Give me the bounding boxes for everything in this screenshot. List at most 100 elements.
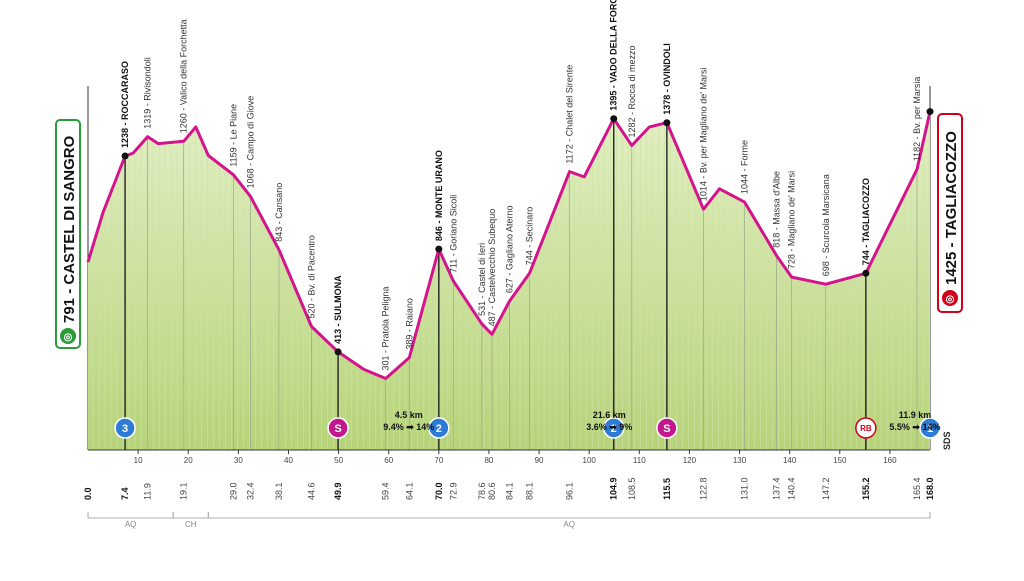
km-label: 84.1: [505, 482, 515, 500]
km-label: 70.0: [434, 482, 444, 500]
climb-marker-label: 2: [436, 423, 442, 435]
point-label: 1282 - Rocca di mezzo: [627, 45, 637, 137]
climb-marker-label: 2: [611, 423, 617, 435]
km-label: 122.8: [698, 477, 708, 500]
point-label: 1068 - Campo di Giove: [245, 96, 255, 189]
point-label: 520 - Bv. di Pacentro: [307, 235, 317, 318]
climb-marker: [428, 417, 450, 439]
point-label: 728 - Magliano de' Marsi: [787, 171, 797, 269]
sds-label: SDS: [942, 431, 952, 450]
sprint-marker: [656, 417, 678, 439]
climb-marker: [114, 417, 136, 439]
point-label: 1044 - Forme: [740, 140, 750, 194]
climb-distance: 21.6 km: [593, 410, 626, 420]
km-label: 165.4: [912, 477, 922, 500]
x-tick-label: 50: [334, 456, 343, 465]
point-label: 389 - Raiano: [404, 298, 414, 350]
km-label: 147.2: [821, 477, 831, 500]
km-label: 59.4: [381, 482, 391, 500]
x-tick-label: 160: [883, 456, 897, 465]
point-label: 1378 - OVINDOLI: [662, 43, 672, 115]
regions-layer: AQ CH AQ: [87, 512, 931, 529]
km-label: 78.6: [477, 482, 487, 500]
region-label: AQ: [563, 520, 575, 529]
start-label-text: 791 - CASTEL DI SANGRO: [61, 135, 78, 323]
drop-lines-layer: [124, 118, 918, 450]
profile-area-layer: [88, 111, 930, 450]
x-tick-label: 30: [234, 456, 243, 465]
climb-distance: 11.9 km: [899, 410, 932, 420]
summit-dot: [334, 348, 342, 356]
point-label: 1238 - ROCCARASO: [120, 61, 130, 148]
climb-marker: [919, 417, 941, 439]
finish-dot: [926, 108, 934, 116]
point-labels-layer: 1238 - ROCCARASO 1319 - Rivisondoli 1260 -…: [120, 0, 922, 371]
point-label: 301 - Pratola Peligna: [381, 286, 391, 370]
km-label: 104.9: [609, 477, 619, 500]
climb-marker-label: 1: [927, 423, 933, 435]
sprint-marker-label: S: [334, 423, 341, 435]
point-label: 413 - SULMONA: [333, 275, 343, 344]
x-tick-label: 70: [434, 456, 443, 465]
climb-marker-label: 3: [122, 423, 128, 435]
region-label: AQ: [125, 520, 137, 529]
point-label: 627 - Gagliano Aterno: [505, 206, 515, 294]
km-label: 0.0: [83, 487, 93, 500]
x-tick-label: 150: [833, 456, 847, 465]
region-bracket: [87, 512, 174, 519]
climb-grade: 5.5% ➡ 14%: [889, 422, 940, 432]
point-label: 818 - Massa d'Albe: [772, 171, 782, 248]
km-label: 19.1: [179, 482, 189, 500]
climb-distance: 4.5 km: [395, 410, 423, 420]
x-tick-label: 90: [535, 456, 544, 465]
sprint-marker: [327, 417, 349, 439]
bonus-marker: [855, 417, 877, 439]
point-label: 1182 - Bv. per Marsia: [912, 77, 922, 162]
x-tick-label: 40: [284, 456, 293, 465]
km-label: 49.9: [333, 482, 343, 500]
point-label: 531 - Castel di Ieri: [477, 243, 487, 316]
x-tick-label: 10: [134, 456, 143, 465]
bonus-marker-label: RB: [860, 424, 872, 433]
summit-dot: [862, 269, 870, 277]
km-label: 29.0: [228, 482, 238, 500]
markers-layer: 3 S 2 2 S RB 1: [114, 417, 941, 439]
point-label: 1319 - Rivisondoli: [143, 57, 153, 129]
sprint-marker-label: S: [663, 423, 670, 435]
km-label: 131.0: [740, 477, 750, 500]
km-label: 115.5: [662, 478, 672, 500]
point-label: 744 - TAGLIACOZZO: [861, 178, 871, 265]
finish-icon: [942, 290, 958, 306]
point-label: 711 - Goriano Sicoli: [448, 195, 458, 273]
km-label: 140.4: [787, 477, 797, 500]
x-tick-label: 140: [783, 456, 797, 465]
x-tick-label: 80: [484, 456, 493, 465]
region-bracket: [207, 512, 931, 519]
point-label: 487 - Castelvecchio Subequo: [487, 209, 497, 327]
point-label: 843 - Cansano: [274, 183, 284, 242]
x-tick-label: 120: [683, 456, 697, 465]
km-label: 80.6: [487, 482, 497, 500]
point-label: 1260 - Valico della Forchetta: [179, 19, 189, 133]
x-tick-label: 60: [384, 456, 393, 465]
km-label: 11.9: [143, 483, 153, 500]
km-label: 38.1: [274, 482, 284, 500]
point-label: 1172 - Chalet del Sirente: [565, 65, 575, 164]
km-label: 7.4: [120, 487, 130, 500]
point-label: 1395 - VADO DELLA FORCELLA: [609, 0, 619, 111]
profile-area: [88, 111, 930, 450]
climb-grade: 3.6% ➡ 9%: [586, 422, 632, 432]
km-label: 96.1: [565, 482, 575, 500]
start-icon-glyph: ◎: [64, 332, 73, 343]
x-axis-layer: 10 20 30 40 50 60 70 80 90 100 110 120 130 140 150 160: [88, 449, 930, 465]
finish-icon-glyph: ◎: [946, 294, 955, 305]
km-label: 64.1: [404, 482, 414, 500]
km-label: 108.5: [627, 477, 637, 500]
point-label: 744 - Secinaro: [525, 207, 535, 266]
climb-marker: [602, 417, 625, 439]
km-label: 155.2: [861, 477, 871, 500]
region-label: CH: [185, 520, 197, 529]
point-label: 1159 - Le Piane: [228, 104, 238, 167]
km-label: 88.1: [525, 482, 535, 500]
point-label: 698 - Scurcola Marsicana: [821, 174, 831, 276]
